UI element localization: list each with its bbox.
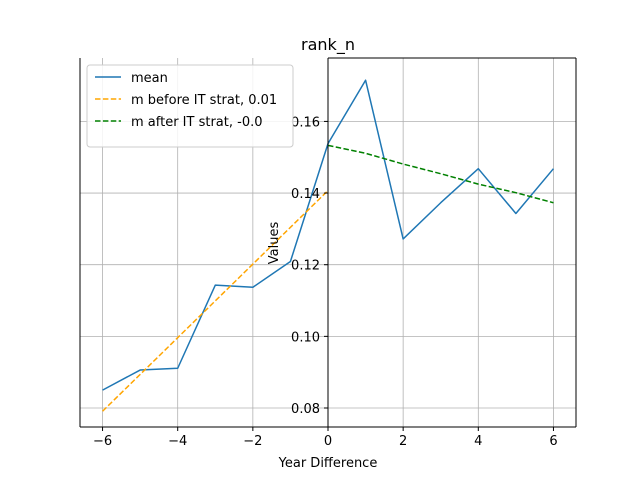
x-tick-label: 0 <box>324 434 332 449</box>
x-tick-label: 6 <box>549 434 557 449</box>
x-tick-label: −6 <box>93 434 112 449</box>
x-tick-label: 4 <box>474 434 482 449</box>
x-tick-label: −2 <box>243 434 262 449</box>
y-tick-label: 0.10 <box>291 330 320 345</box>
y-tick-label: 0.16 <box>291 115 320 130</box>
y-axis-label: Values <box>267 222 282 265</box>
legend: mean m before IT strat, 0.01 m after IT st… <box>86 64 294 148</box>
y-tick-label: 0.14 <box>291 187 320 202</box>
x-axis-label: Year Difference <box>278 456 378 471</box>
y-tick-label: 0.08 <box>291 402 320 417</box>
chart-title: rank_n <box>301 35 355 55</box>
x-tick-label: 2 <box>399 434 407 449</box>
series-line-m-after-it-strat-0-0 <box>327 144 554 204</box>
y-tick-label: 0.12 <box>291 259 320 274</box>
series-line-m-before-it-strat-0-01 <box>102 190 329 412</box>
legend-label: mean <box>131 71 168 86</box>
x-tick-label: −4 <box>168 434 187 449</box>
legend-box <box>86 64 294 148</box>
axis-ticks: −6 −4 −2 0 2 4 6 0.08 0.10 0.12 0.14 0.16 <box>93 115 558 449</box>
legend-label: m before IT strat, 0.01 <box>131 93 277 108</box>
legend-label: m after IT strat, -0.0 <box>131 115 263 130</box>
